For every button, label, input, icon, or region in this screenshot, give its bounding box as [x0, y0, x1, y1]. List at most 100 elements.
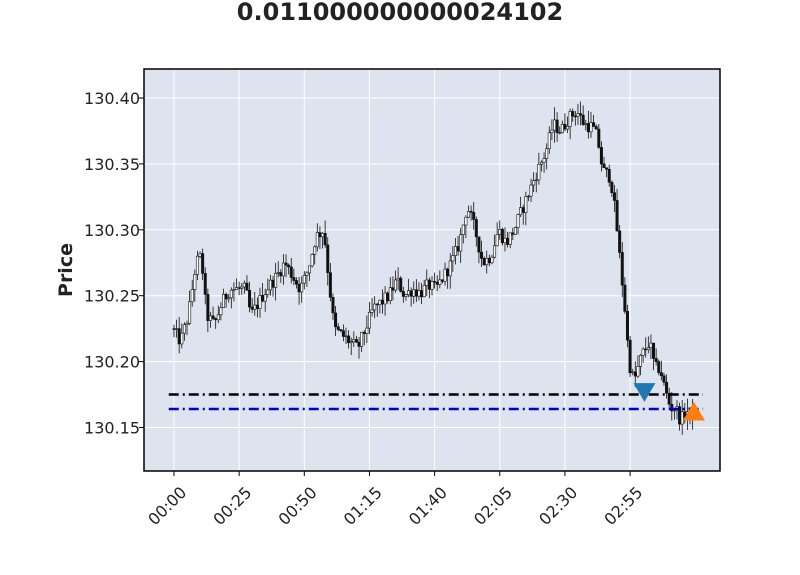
chart-title: 0.011000000000024102 — [236, 0, 564, 26]
candle-body — [586, 123, 590, 133]
candle-body — [440, 279, 444, 282]
candle-body — [560, 123, 564, 133]
candle-body — [529, 184, 533, 197]
candle-body — [388, 287, 392, 302]
trade-markers — [633, 383, 705, 421]
candle-body — [521, 207, 525, 213]
candle-body — [401, 291, 405, 297]
candle-body — [680, 411, 684, 425]
candle-body — [180, 332, 184, 345]
level-lines — [168, 393, 704, 411]
candle-body — [490, 256, 494, 264]
candle-body — [620, 252, 624, 286]
candle-body — [628, 339, 632, 374]
candle-body — [206, 294, 210, 321]
candle-body — [516, 214, 520, 228]
candle-body — [394, 279, 398, 291]
plot-frame — [143, 68, 721, 472]
x-tick-label: 02:55 — [600, 483, 646, 529]
candle-body — [433, 281, 437, 283]
candle-body — [615, 200, 619, 232]
candle-body — [612, 192, 616, 201]
candle-body — [466, 211, 470, 218]
candle-body — [576, 113, 580, 117]
candle-body — [268, 279, 272, 291]
candle-body — [519, 207, 523, 215]
candle-body — [227, 297, 231, 300]
candle-body — [211, 315, 215, 319]
candle-body — [414, 289, 418, 297]
y-tick-label: 130.20 — [84, 353, 140, 372]
candle-body — [349, 341, 353, 344]
candle-body — [678, 406, 682, 425]
candle-body — [657, 361, 661, 373]
candle-body — [639, 354, 643, 367]
candle-body — [506, 237, 510, 245]
candle-body — [245, 282, 249, 291]
candle-body — [334, 312, 338, 328]
candle-body — [625, 311, 629, 341]
candle-body — [534, 179, 538, 182]
candle-body — [292, 277, 296, 281]
candle-body — [667, 392, 671, 405]
candle-body — [201, 253, 205, 274]
candle-body — [477, 236, 481, 253]
candle-body — [235, 287, 239, 290]
candle-body — [373, 303, 377, 311]
candle-body — [357, 341, 361, 347]
candle-body — [352, 339, 356, 343]
y-axis: 130.15 130.20 130.25 130.30 130.35 130.40 — [84, 89, 144, 438]
candle-body — [555, 119, 559, 133]
candle-body — [399, 277, 403, 292]
candle-body — [571, 111, 575, 117]
candle-body — [279, 272, 283, 277]
candle-body — [341, 330, 345, 337]
candle-body — [362, 331, 366, 334]
candle-body — [537, 163, 541, 181]
candle-body — [240, 286, 244, 289]
candle-body — [610, 181, 614, 193]
candle-body — [547, 132, 551, 150]
x-tick-label: 00:00 — [144, 483, 190, 529]
candle-body — [579, 113, 583, 116]
candle-body — [336, 326, 340, 330]
candle-body — [190, 289, 194, 303]
candle-body — [500, 228, 504, 244]
candle-body — [203, 273, 207, 295]
buy-marker — [682, 401, 705, 421]
candle-body — [649, 342, 653, 349]
y-tick-label: 130.35 — [84, 155, 140, 174]
candle-body — [216, 314, 220, 321]
candle-body — [482, 258, 486, 266]
candle-body — [487, 257, 491, 264]
candle-body — [344, 335, 348, 338]
candle-body — [274, 272, 278, 288]
candle-body — [242, 282, 246, 288]
candle-body — [182, 324, 186, 334]
candle-body — [550, 129, 554, 134]
candle-body — [271, 279, 275, 288]
candle-body — [498, 228, 502, 235]
candle-body — [412, 289, 416, 297]
candle-body — [331, 297, 335, 314]
candle-body — [602, 163, 606, 169]
candle-body — [552, 119, 556, 131]
candle-body — [266, 289, 270, 295]
candle-body — [255, 304, 259, 309]
candle-body — [177, 328, 181, 345]
x-tick-label: 02:30 — [535, 483, 581, 529]
candle-body — [641, 348, 645, 356]
candle-body — [461, 224, 465, 235]
candle-body — [261, 295, 265, 302]
candle-body — [313, 246, 317, 255]
candle-body — [237, 287, 241, 289]
candle-body — [558, 132, 562, 134]
candle-body — [276, 272, 280, 274]
candle-body — [323, 233, 327, 246]
candle-body — [670, 403, 674, 412]
candle-body — [665, 381, 669, 394]
candle-body — [172, 328, 176, 330]
candle-body — [464, 216, 468, 226]
x-tick-label: 01:40 — [405, 483, 451, 529]
